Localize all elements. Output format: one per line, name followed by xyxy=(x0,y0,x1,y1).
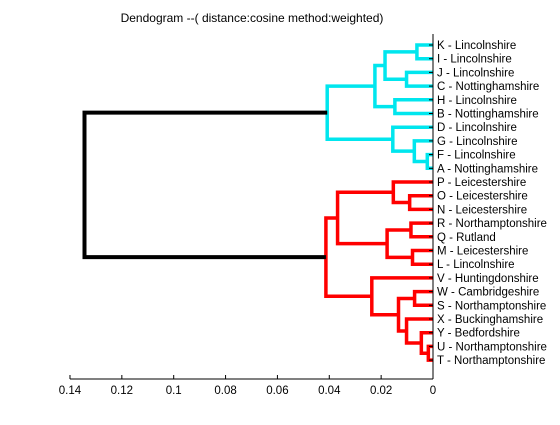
leaf-label: F - Lincolnshire xyxy=(437,150,516,162)
leaf-label: T - Northamptonshire xyxy=(437,355,545,367)
leaf-label: P - Leicestershire xyxy=(437,177,526,189)
leaf-label: M - Leicestershire xyxy=(437,246,528,258)
dendrogram-link-10 xyxy=(391,180,433,205)
leaf-label: A - Nottinghamshire xyxy=(437,163,538,175)
dendrogram-link-14 xyxy=(335,190,394,246)
dendrogram-link-15 xyxy=(412,289,433,308)
leaf-label: G - Lincolnshire xyxy=(437,136,518,148)
dendrogram-link-11 xyxy=(409,221,433,239)
x-tick-label: 0.08 xyxy=(214,385,236,397)
x-tick-label: 0.06 xyxy=(266,385,288,397)
leaf-label: N - Leicestershire xyxy=(437,204,527,216)
dendrogram-link-17 xyxy=(419,330,433,355)
dendrogram-link-13 xyxy=(385,228,413,260)
leaf-label: W - Cambridgeshire xyxy=(437,287,539,299)
x-tick-label: 0.04 xyxy=(318,385,341,397)
leaf-label: Q - Rutland xyxy=(437,232,496,244)
chart-title: Dendogram --( distance:cosine method:wei… xyxy=(121,11,384,25)
leaf-label: X - Buckinghamshire xyxy=(437,314,543,326)
x-tick-label: 0 xyxy=(430,385,436,397)
dendrogram-link-0 xyxy=(415,43,433,61)
leaf-label: C - Nottinghamshire xyxy=(437,81,539,93)
dendrogram-link-4 xyxy=(373,63,395,109)
dendrogram-link-5 xyxy=(425,152,433,171)
x-tick-label: 0.14 xyxy=(59,385,82,397)
dendrogram-link-22 xyxy=(82,110,328,260)
x-tick-label: 0.12 xyxy=(111,385,133,397)
leaf-label: L - Lincolnshire xyxy=(437,259,515,271)
leaf-label: U - Northamptonshire xyxy=(437,341,547,353)
leaf-label: R - Northamptonshire xyxy=(437,218,547,230)
leaf-label: S - Northamptonshire xyxy=(437,300,546,312)
dendrogram-link-16 xyxy=(426,344,433,362)
dendrogram-link-20 xyxy=(370,276,433,317)
dendrogram-links xyxy=(82,43,433,362)
dendrogram-link-2 xyxy=(383,50,417,81)
leaf-label: J - Lincolnshire xyxy=(437,67,514,79)
x-tick-label: 0.1 xyxy=(166,385,182,397)
x-axis: 0.14 0.12 0.1 0.08 0.06 0.04 0.02 0 xyxy=(59,34,436,397)
leaf-label: B - Nottinghamshire xyxy=(437,109,539,121)
x-tick-label: 0.02 xyxy=(370,385,392,397)
leaf-label: O - Leicestershire xyxy=(437,191,528,203)
leaf-label: H - Lincolnshire xyxy=(437,95,517,107)
leaf-label: Y - Bedfordshire xyxy=(437,328,520,340)
dendrogram-link-21 xyxy=(324,216,372,299)
leaf-label: I - Lincolnshire xyxy=(437,54,512,66)
leaf-label: D - Lincolnshire xyxy=(437,122,517,134)
dendrogram-link-8 xyxy=(325,84,393,141)
dendrogram-link-3 xyxy=(393,98,433,116)
leaf-label: K - Lincolnshire xyxy=(437,40,516,52)
dendrogram-link-1 xyxy=(404,70,433,88)
dendrogram-link-7 xyxy=(391,125,433,153)
dendrogram-link-12 xyxy=(410,248,433,266)
dendrogram-link-9 xyxy=(407,193,433,212)
dendrogram-link-6 xyxy=(412,139,433,164)
leaf-label: V - Huntingdonshire xyxy=(437,273,539,285)
